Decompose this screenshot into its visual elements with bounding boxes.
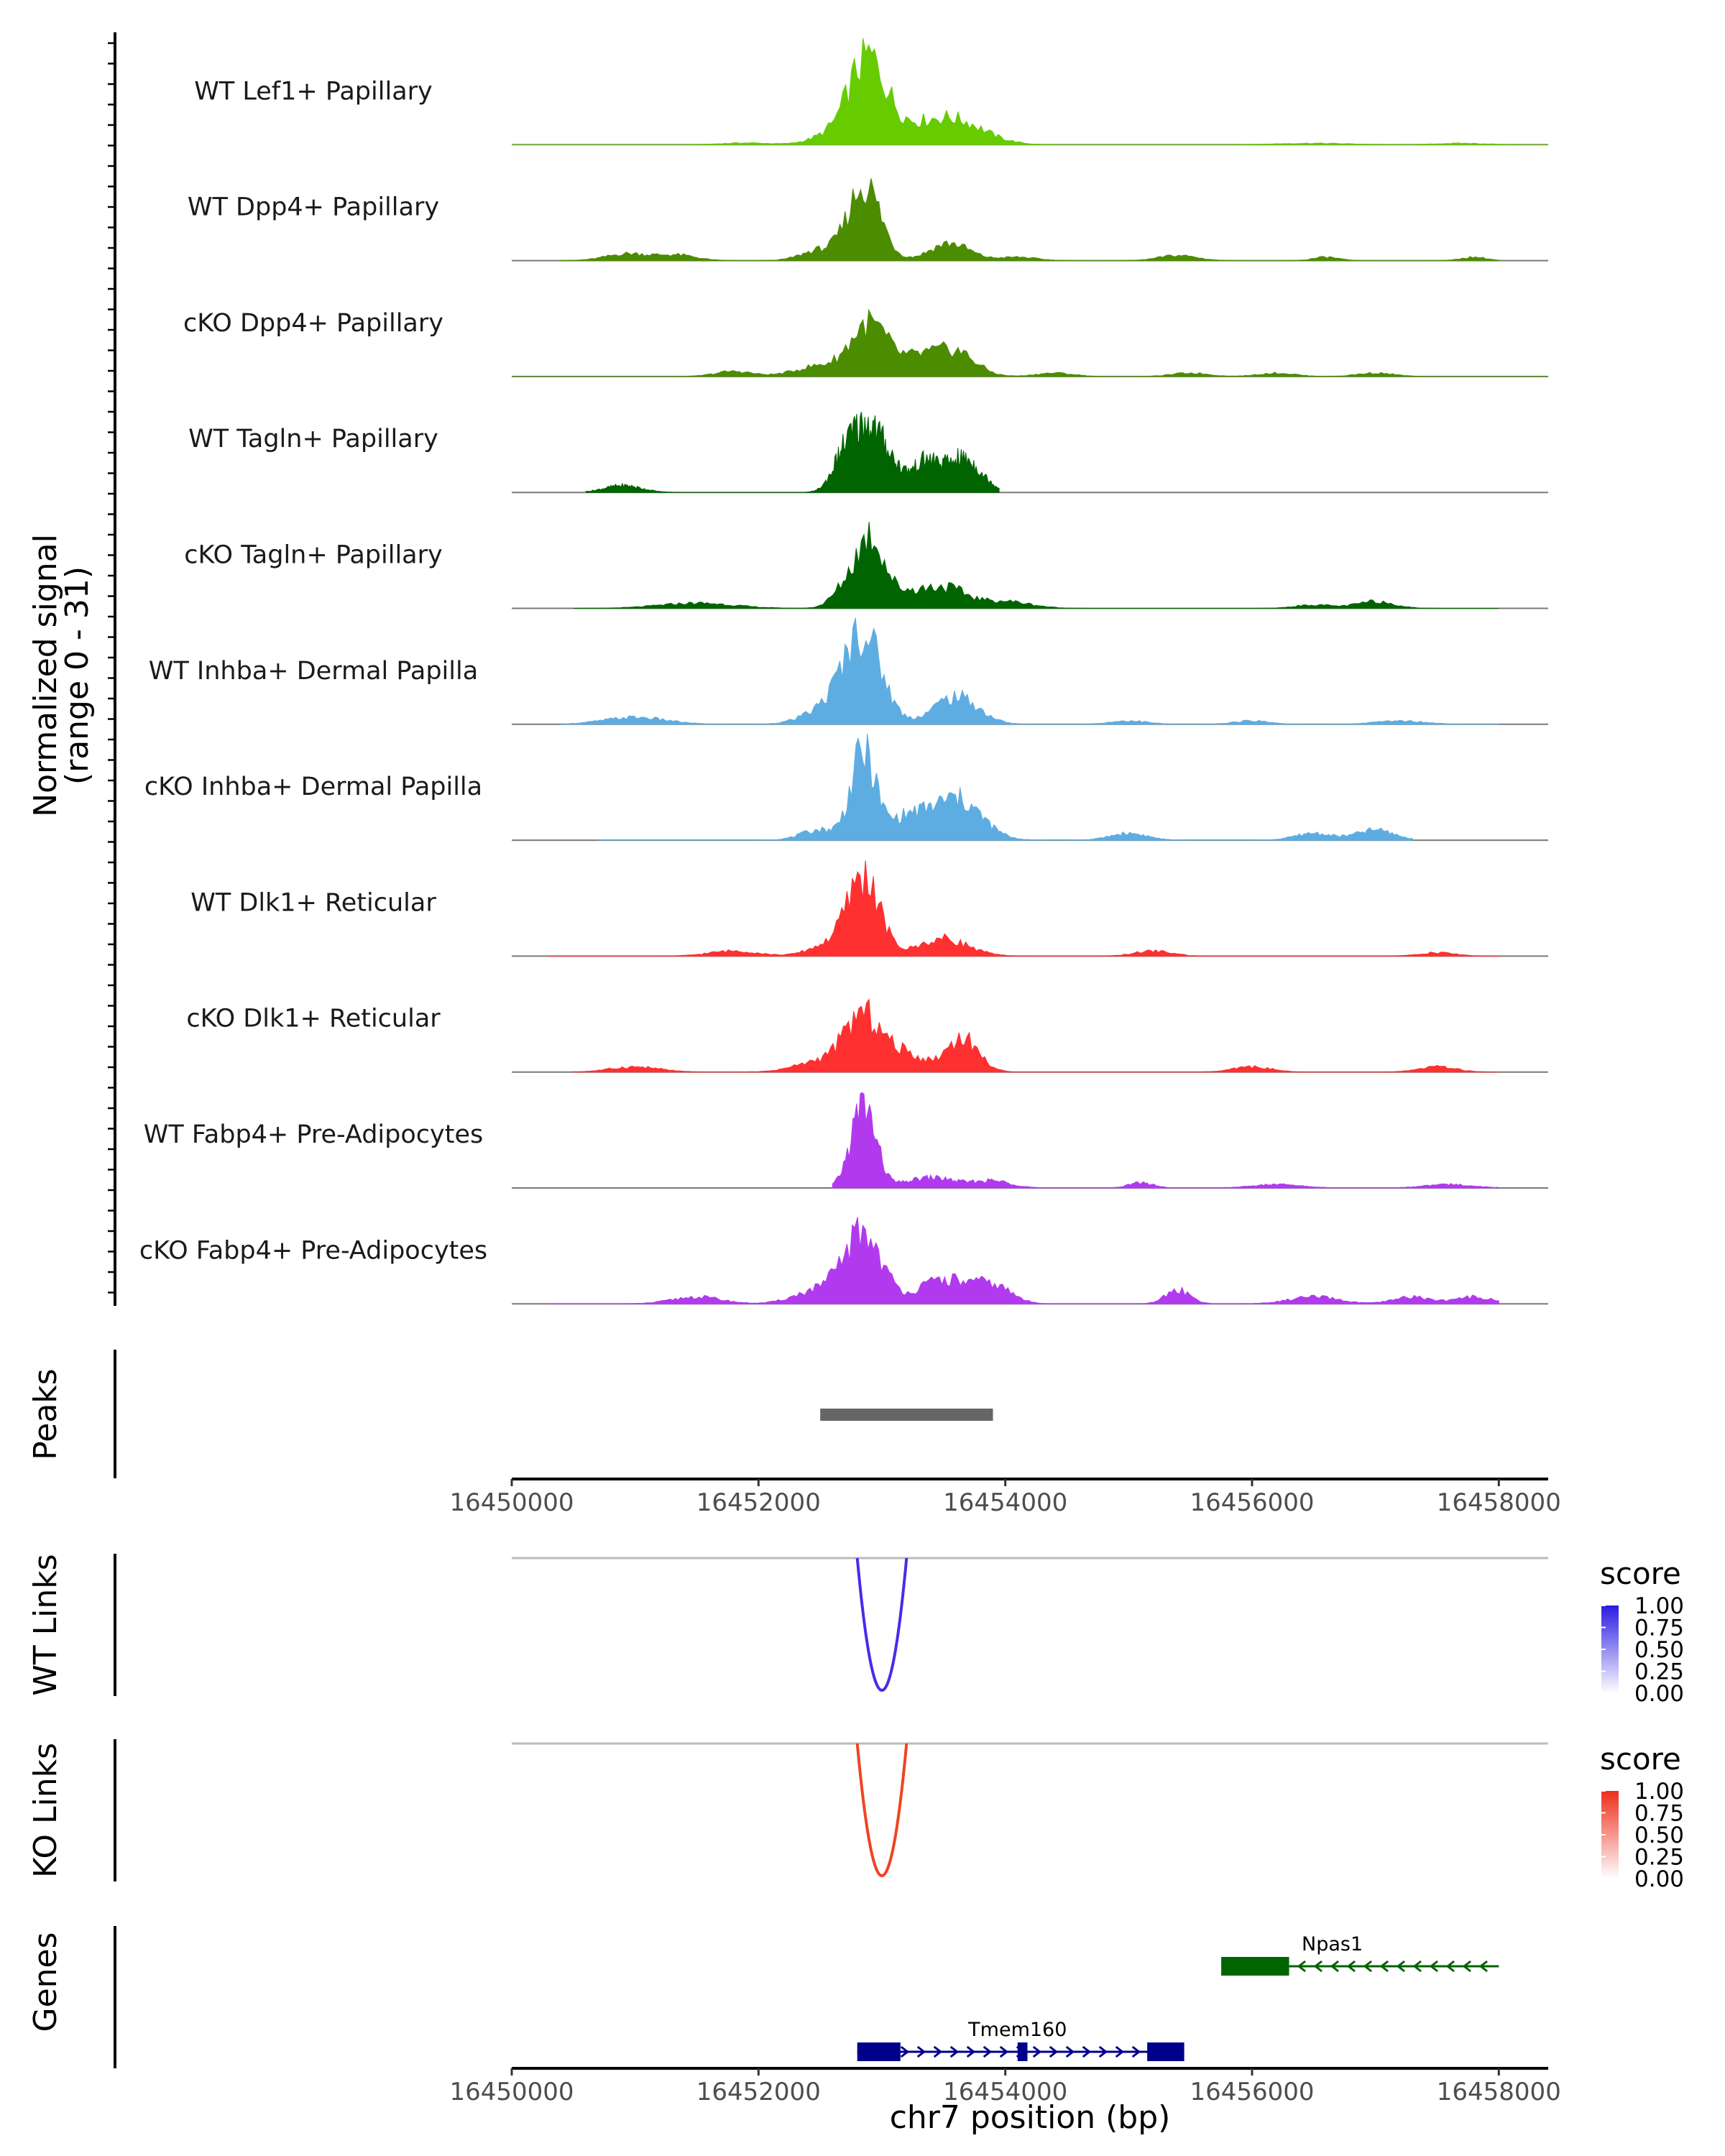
strand-arrow bbox=[949, 2045, 960, 2058]
strand-arrow bbox=[999, 2045, 1009, 2058]
coverage-area bbox=[548, 1217, 1499, 1304]
strand-arrow bbox=[1396, 1960, 1406, 1973]
y-axis-title: Normalized signal bbox=[27, 534, 64, 817]
link-arc bbox=[855, 1743, 908, 1877]
track-label: WT Dlk1+ Reticular bbox=[190, 888, 436, 917]
x-axis-top-tick-label: 16456000 bbox=[1190, 1488, 1314, 1517]
legend-title: score bbox=[1600, 1741, 1681, 1777]
peaks-panel bbox=[114, 1350, 993, 1478]
coverage-area bbox=[512, 308, 1548, 377]
strand-arrow bbox=[900, 2045, 910, 2058]
x-axis-bottom-tick-label: 16450000 bbox=[449, 2078, 574, 2106]
coverage-area bbox=[585, 412, 1000, 493]
x-axis-title: chr7 position (bp) bbox=[890, 2099, 1171, 2136]
y-axis-subtitle: (range 0 - 31) bbox=[59, 566, 96, 785]
strand-arrow bbox=[1049, 2045, 1059, 2058]
track-label: WT Inhba+ Dermal Papilla bbox=[149, 657, 478, 686]
x-axis-top-tick-label: 16452000 bbox=[696, 1488, 821, 1517]
track-label: WT Fabp4+ Pre-Adipocytes bbox=[144, 1120, 483, 1149]
coverage-area bbox=[512, 38, 1548, 145]
track-label: WT Lef1+ Papillary bbox=[194, 77, 433, 106]
strand-arrow bbox=[1313, 1960, 1323, 1973]
strand-arrow bbox=[1429, 1960, 1439, 1973]
strand-arrow bbox=[1478, 1960, 1489, 1973]
strand-arrow bbox=[1445, 1960, 1455, 1973]
track-label: cKO Dpp4+ Papillary bbox=[183, 309, 443, 338]
strand-arrow bbox=[1363, 1960, 1373, 1973]
legend-tick-label: 0.50 bbox=[1634, 1823, 1684, 1848]
track-label: cKO Dlk1+ Reticular bbox=[186, 1005, 441, 1033]
coverage-area bbox=[573, 998, 1499, 1073]
strand-arrow bbox=[983, 2045, 993, 2058]
x-axis-bottom-tick-label: 16454000 bbox=[943, 2078, 1067, 2106]
strand-arrow bbox=[1330, 1960, 1340, 1973]
coverage-area bbox=[548, 860, 1499, 957]
legend-tick-label: 0.75 bbox=[1634, 1616, 1684, 1641]
legend-tick-label: 0.00 bbox=[1634, 1866, 1684, 1892]
strand-arrow bbox=[1065, 2045, 1075, 2058]
strand-arrow bbox=[1098, 2045, 1108, 2058]
x-axis-top: 16450000 16452000 16454000 16456000 16458000 bbox=[449, 1478, 1561, 1517]
strand-arrow bbox=[1462, 1960, 1472, 1973]
gene-exon bbox=[1221, 1957, 1289, 1976]
legend-tick-label: 1.00 bbox=[1634, 1779, 1684, 1805]
links-track-label: WT Links bbox=[27, 1554, 64, 1695]
coverage-panel: WT Lef1+ Papillary WT Dpp4+ Papillary cKO … bbox=[108, 32, 1548, 1306]
x-axis-bottom-tick-label: 16456000 bbox=[1190, 2078, 1314, 2106]
gene-label: Npas1 bbox=[1302, 1933, 1363, 1955]
strand-arrow bbox=[1082, 2045, 1092, 2058]
x-axis-bottom: 16450000 16452000 16454000 16456000 16458000 bbox=[449, 2067, 1561, 2106]
strand-arrow bbox=[1297, 1960, 1307, 1973]
x-axis-top-tick-label: 16454000 bbox=[943, 1488, 1067, 1517]
gene-exon bbox=[857, 2042, 901, 2061]
x-axis-top-tick-label: 16450000 bbox=[449, 1488, 574, 1517]
track-label: cKO Inhba+ Dermal Papilla bbox=[144, 773, 482, 801]
strand-arrow bbox=[1032, 2045, 1042, 2058]
x-axis-bottom-tick-label: 16452000 bbox=[696, 2078, 821, 2106]
track-label: cKO Fabp4+ Pre-Adipocytes bbox=[139, 1236, 487, 1265]
x-axis-top-tick-label: 16458000 bbox=[1437, 1488, 1561, 1517]
coverage-area bbox=[832, 1092, 1499, 1189]
track-label: WT Dpp4+ Papillary bbox=[188, 193, 439, 222]
genes-track-label: Genes bbox=[27, 1932, 64, 2032]
coverage-area bbox=[598, 734, 1413, 841]
coverage-area bbox=[573, 522, 1499, 609]
gene-exon bbox=[1017, 2042, 1028, 2061]
legend-title: score bbox=[1600, 1556, 1681, 1591]
strand-arrow bbox=[1379, 1960, 1389, 1973]
legend-tick-label: 0.00 bbox=[1634, 1681, 1684, 1707]
link-arc bbox=[855, 1557, 908, 1692]
track-label: cKO Tagln+ Papillary bbox=[184, 541, 443, 570]
genes-panel: Npas1 Tmem160 bbox=[114, 1926, 1499, 2068]
legend-tick-label: 0.25 bbox=[1634, 1845, 1684, 1871]
strand-arrow bbox=[1346, 1960, 1356, 1973]
strand-arrow bbox=[916, 2045, 926, 2058]
strand-arrow bbox=[1115, 2045, 1125, 2058]
peaks-track-label: Peaks bbox=[27, 1368, 64, 1460]
strand-arrow bbox=[933, 2045, 943, 2058]
legend-tick-label: 0.25 bbox=[1634, 1659, 1684, 1685]
gene-label: Tmem160 bbox=[967, 2019, 1067, 2041]
coverage-area bbox=[561, 178, 1499, 262]
strand-arrow bbox=[966, 2045, 976, 2058]
links-track-label: KO Links bbox=[27, 1743, 64, 1878]
legend-tick-label: 1.00 bbox=[1634, 1593, 1684, 1619]
gene-exon bbox=[1147, 2042, 1184, 2061]
legend-tick-label: 0.50 bbox=[1634, 1637, 1684, 1663]
strand-arrow bbox=[1131, 2045, 1141, 2058]
legend-tick-label: 0.75 bbox=[1634, 1801, 1684, 1827]
coverage-area bbox=[561, 617, 1499, 725]
track-label: WT Tagln+ Papillary bbox=[188, 425, 438, 453]
strand-arrow bbox=[1412, 1960, 1422, 1973]
peak-region bbox=[820, 1409, 993, 1421]
x-axis-bottom-tick-label: 16458000 bbox=[1437, 2078, 1561, 2106]
